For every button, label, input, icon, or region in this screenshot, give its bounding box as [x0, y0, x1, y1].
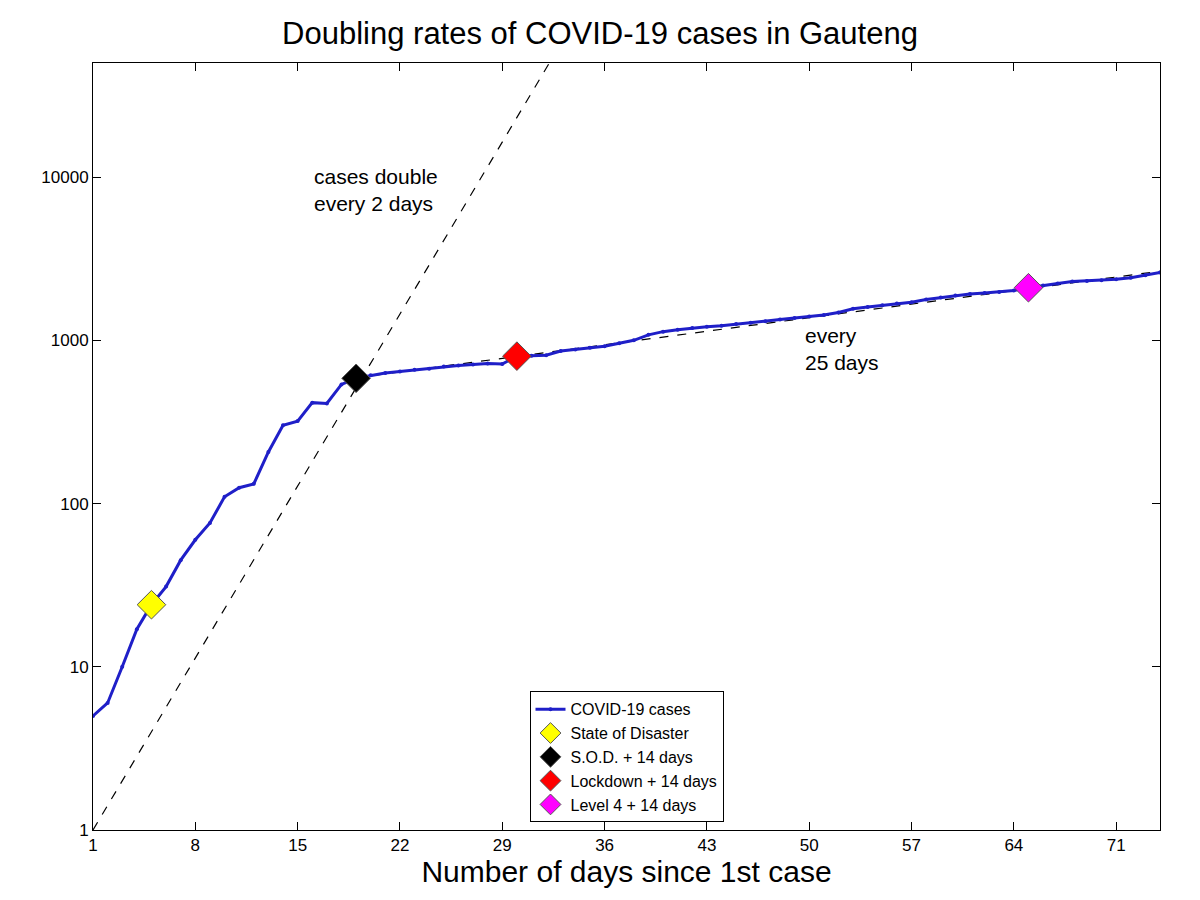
svg-text:64: 64	[1004, 836, 1023, 855]
svg-text:22: 22	[390, 836, 409, 855]
svg-text:State of Disaster: State of Disaster	[571, 725, 690, 742]
svg-text:10: 10	[70, 658, 89, 677]
svg-text:100: 100	[60, 495, 88, 514]
svg-text:1: 1	[88, 836, 97, 855]
svg-text:S.O.D. + 14 days: S.O.D. + 14 days	[571, 749, 693, 766]
svg-text:1: 1	[79, 821, 88, 840]
svg-text:8: 8	[191, 836, 200, 855]
svg-text:15: 15	[288, 836, 307, 855]
svg-text:1000: 1000	[51, 331, 89, 350]
svg-text:COVID-19 cases: COVID-19 cases	[571, 701, 691, 718]
svg-text:Doubling rates of COVID-19 cas: Doubling rates of COVID-19 cases in Gaut…	[282, 16, 918, 51]
svg-text:43: 43	[697, 836, 716, 855]
svg-text:57: 57	[902, 836, 921, 855]
svg-text:every25 days: every25 days	[805, 324, 879, 374]
svg-text:71: 71	[1107, 836, 1126, 855]
svg-text:cases doubleevery 2 days: cases doubleevery 2 days	[314, 165, 438, 215]
svg-text:36: 36	[595, 836, 614, 855]
svg-text:Level 4 + 14 days: Level 4 + 14 days	[571, 797, 697, 814]
svg-text:Number of days since 1st case: Number of days since 1st case	[421, 855, 831, 888]
svg-text:50: 50	[800, 836, 819, 855]
svg-text:29: 29	[493, 836, 512, 855]
svg-text:10000: 10000	[41, 168, 88, 187]
svg-text:Lockdown + 14 days: Lockdown + 14 days	[571, 773, 717, 790]
